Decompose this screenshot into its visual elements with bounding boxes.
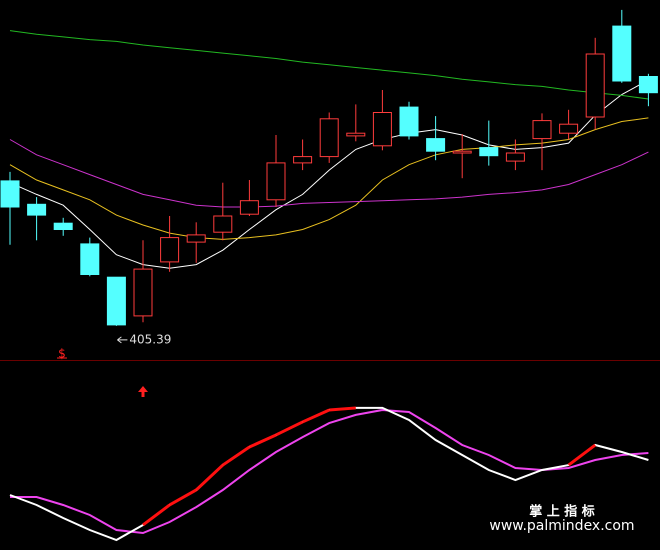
indicator-highlight [275, 420, 304, 437]
moving-average [9, 139, 649, 208]
low-label: 405.39 [129, 332, 171, 346]
candle-body [27, 203, 47, 216]
candle-body [638, 76, 658, 94]
signal-marker: $ [58, 347, 66, 361]
candle-body [372, 112, 392, 147]
candle-body [319, 118, 339, 158]
candle-body [106, 276, 126, 326]
candle-body [80, 243, 100, 275]
buy-arrow [138, 386, 148, 397]
watermark-url: www.palmindex.com [489, 518, 634, 534]
candle-body [346, 132, 366, 137]
candle-body [239, 200, 259, 215]
candle-body [479, 147, 499, 157]
candle-body [559, 123, 579, 134]
indicator-highlight [195, 463, 224, 492]
indicator-highlight [142, 503, 171, 527]
candle-body [399, 106, 419, 137]
candle-body [213, 215, 233, 233]
candle-body [452, 150, 472, 154]
candle-body [160, 237, 180, 263]
candle-body [505, 152, 525, 162]
candle-body [293, 156, 313, 164]
candle-body [133, 268, 153, 317]
candle-body [532, 120, 552, 140]
indicator-highlight [248, 433, 277, 449]
candle-body [186, 234, 206, 243]
indicator-highlight [567, 443, 597, 467]
candle-body [426, 138, 446, 152]
candle-body [0, 180, 20, 208]
candle-body [266, 162, 286, 201]
indicator-highlight [329, 406, 356, 412]
moving-average [9, 79, 649, 269]
indicator-highlight [221, 445, 251, 467]
candle-body [53, 222, 73, 230]
indicator-highlight [168, 488, 197, 507]
candle-body [585, 53, 605, 118]
indicator-highlight [301, 408, 330, 424]
watermark-title: 掌 上 指 标 [529, 504, 595, 520]
low-arrow [117, 336, 128, 344]
moving-average [9, 30, 649, 100]
candle-body [612, 25, 632, 82]
